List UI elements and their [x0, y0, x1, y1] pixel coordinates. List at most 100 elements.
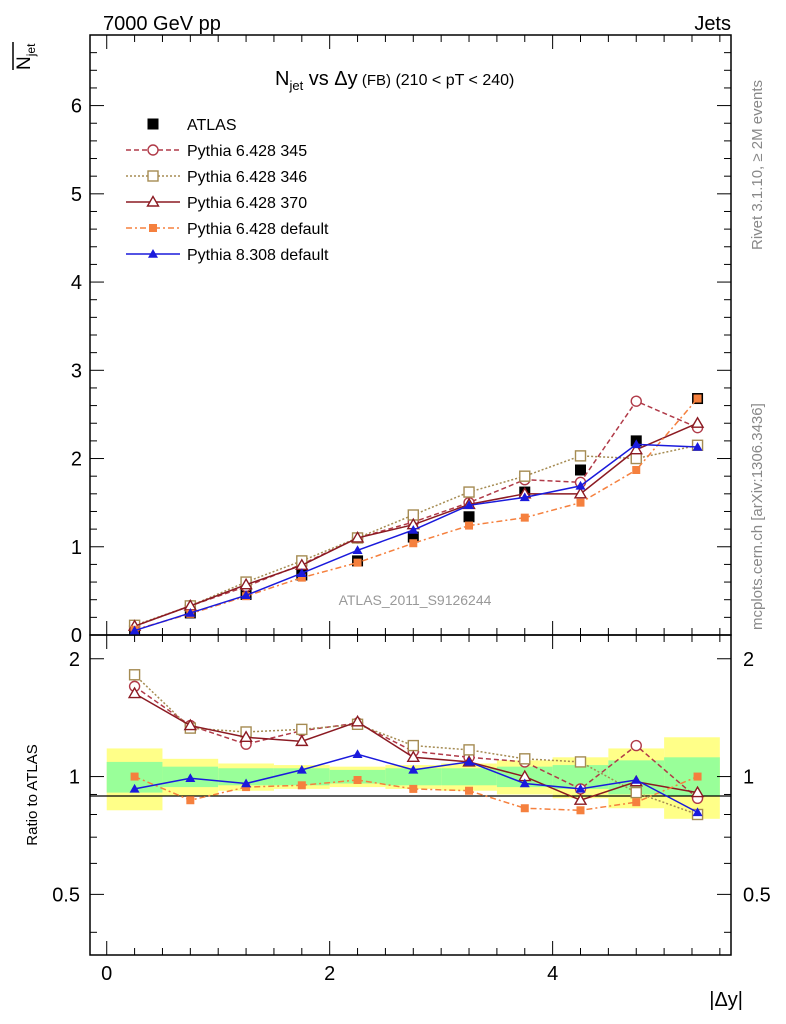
ratio-series-point: [352, 749, 363, 759]
ratio-series-layer: [127, 669, 705, 821]
series-point: [296, 568, 307, 577]
legend-label: ATLAS: [187, 117, 237, 134]
ratio-series-point: [183, 718, 198, 731]
analysis-watermark: ATLAS_2011_S9126244: [339, 592, 492, 608]
x-tick-label: 0: [101, 963, 112, 985]
ratio-series-line: [134, 775, 698, 812]
legend-marker: [147, 118, 159, 130]
ratio-series-point: [693, 772, 702, 781]
ratio-series-point: [239, 730, 253, 742]
legend: ATLAS Pythia 6.428 345 Pythia 6.428 346 Pyt…: [126, 117, 329, 264]
ratio-series-point: [241, 778, 252, 788]
ratio-series-point: [574, 756, 587, 768]
series-point: [352, 545, 363, 555]
atlas-data-point: [463, 511, 475, 523]
y-tick-label: 2: [71, 449, 82, 471]
ratio-tick-label-right: 1: [743, 767, 754, 789]
ratio-tick-label-left: 2: [69, 649, 80, 671]
x-tick-label: 2: [324, 963, 335, 985]
main-series-layer: [127, 393, 705, 636]
series-point: [129, 625, 140, 635]
ratio-series-point: [127, 686, 142, 699]
series-point: [631, 439, 642, 449]
ratio-series-point: [520, 804, 529, 813]
ratio-y-ticks: 0.5 0.5 1 1 2 2: [52, 649, 771, 933]
series-point: [464, 500, 475, 510]
y-tick-label: 4: [71, 272, 82, 294]
series-point: [409, 539, 418, 548]
ratio-band-inner: [552, 765, 609, 789]
ratio-series-point: [631, 774, 642, 784]
ratio-series-point: [465, 786, 474, 795]
ratio-series-point: [185, 773, 196, 783]
series-point: [632, 466, 641, 474]
legend-marker: [149, 224, 157, 232]
main-y-ticks: 0 1 2 3 4 5 6: [71, 34, 731, 647]
ratio-series-point: [297, 781, 306, 790]
y-tick-label: 3: [71, 360, 82, 382]
ratio-series-point: [690, 785, 705, 798]
ratio-tick-label-left: 1: [69, 767, 80, 789]
ratio-band-inner: [218, 768, 274, 786]
header-left: 7000 GeV pp: [103, 13, 221, 35]
ratio-series-point: [186, 796, 195, 805]
legend-marker: [147, 144, 159, 156]
ratio-series-point: [409, 784, 418, 793]
ratio-tick-label-left: 0.5: [52, 884, 80, 906]
ratio-series-point: [630, 739, 642, 752]
series-point: [297, 573, 306, 582]
ratio-series-point: [296, 764, 307, 774]
ratio-series-point: [128, 669, 141, 681]
series-point: [463, 486, 475, 498]
atlas-data-point: [575, 464, 587, 476]
header-right: Jets: [694, 13, 731, 35]
series-line: [134, 398, 699, 631]
series-point: [692, 442, 703, 451]
ratio-plot-frame: [89, 634, 732, 956]
ratio-tick-label-right: 2: [743, 649, 754, 671]
y-tick-label: 5: [71, 184, 82, 206]
legend-marker: [146, 195, 160, 207]
ratio-series-point: [130, 772, 139, 781]
series-point: [519, 492, 530, 502]
legend-marker: [148, 249, 158, 258]
series-point: [465, 521, 474, 530]
y-tick-label: 0: [71, 625, 82, 647]
chart-title: Njet vs Δy (FB) (210 < pT < 240): [275, 68, 514, 93]
series-point: [520, 513, 529, 522]
series-point: [693, 394, 702, 403]
ratio-series-point: [632, 798, 641, 807]
ratio-series-point: [575, 783, 586, 793]
y-tick-label: 1: [71, 537, 82, 559]
series-point: [690, 416, 705, 428]
series-point: [575, 480, 586, 490]
legend-marker: [147, 170, 159, 182]
svg-text:Njet: Njet: [14, 43, 38, 70]
series-point: [353, 558, 362, 567]
ratio-band-inner: [273, 768, 330, 786]
series-point: [519, 470, 531, 482]
ratio-series-point: [630, 786, 642, 799]
ratio-series-point: [464, 756, 475, 766]
legend-label: Pythia 6.428 345: [187, 143, 307, 160]
ratio-series-point: [519, 753, 531, 765]
series-point: [573, 486, 588, 499]
ratio-series-point: [408, 764, 419, 774]
ratio-series-point: [350, 714, 365, 727]
legend-label: Pythia 6.428 346: [187, 169, 307, 186]
series-point: [629, 442, 643, 455]
ratio-series-point: [406, 750, 421, 763]
y-axis-label: Njet: [12, 42, 38, 70]
legend-label: Pythia 8.308 default: [187, 247, 329, 264]
x-axis-label: |Δy|: [709, 989, 743, 1011]
legend-label: Pythia 6.428 370: [187, 195, 307, 212]
ratio-series-point: [295, 734, 309, 747]
series-point: [630, 395, 642, 407]
series-point: [239, 577, 253, 590]
ratio-series-point: [692, 807, 703, 817]
ratio-series-point: [296, 723, 308, 736]
legend-label: Pythia 6.428 default: [187, 221, 329, 238]
atlas-data-point: [407, 531, 419, 543]
ratio-y-axis-label: Ratio to ATLAS: [24, 744, 41, 845]
ratio-series-point: [463, 744, 475, 756]
